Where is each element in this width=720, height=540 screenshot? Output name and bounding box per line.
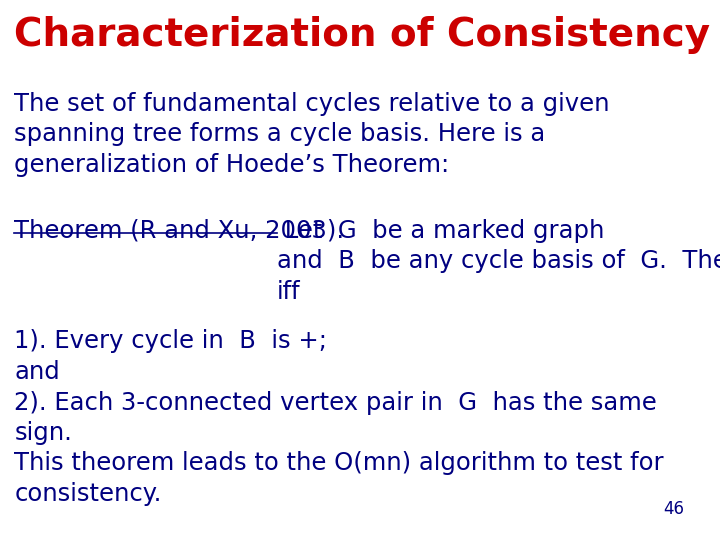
Text: Characterization of Consistency III: Characterization of Consistency III (14, 16, 720, 54)
Text: The set of fundamental cycles relative to a given
spanning tree forms a cycle ba: The set of fundamental cycles relative t… (14, 92, 610, 177)
Text: Theorem (R and Xu, 2003).: Theorem (R and Xu, 2003). (14, 219, 345, 242)
Text: 1). Every cycle in  B  is +;
and
2). Each 3-connected vertex pair in  G  has the: 1). Every cycle in B is +; and 2). Each … (14, 329, 657, 445)
Text: 46: 46 (663, 501, 684, 518)
Text: Let  G  be a marked graph
and  B  be any cycle basis of  G.  Then  G  is consist: Let G be a marked graph and B be any cyc… (277, 219, 720, 304)
Text: This theorem leads to the O(mn) algorithm to test for
consistency.: This theorem leads to the O(mn) algorith… (14, 451, 664, 505)
